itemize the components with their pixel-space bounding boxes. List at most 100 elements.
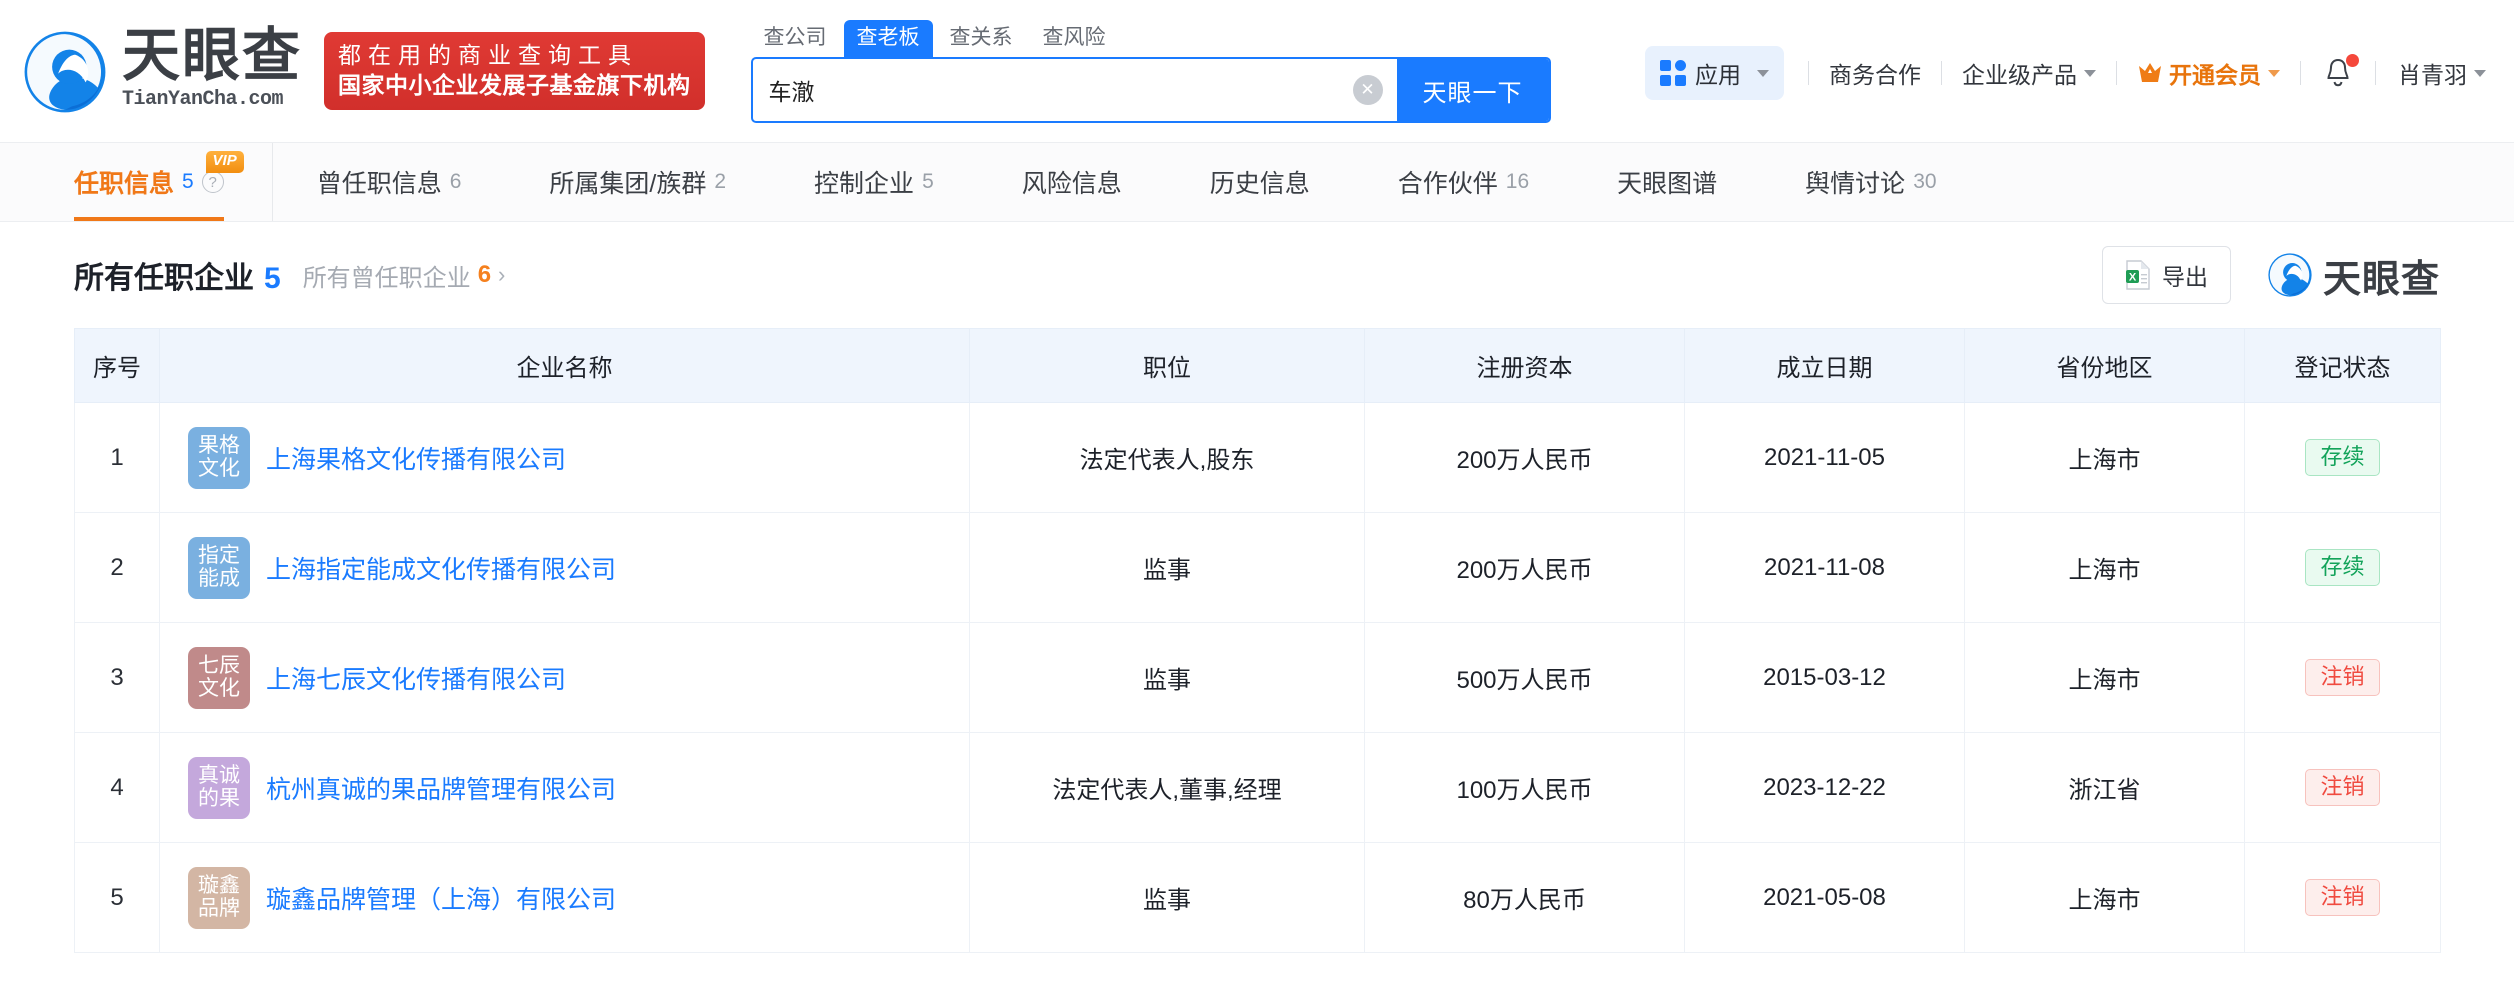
status-badge: 注销 xyxy=(2305,659,2380,696)
slogan-banner: 都在用的商业查询工具 国家中小企业发展子基金旗下机构 xyxy=(324,32,705,110)
apps-button[interactable]: 应用 xyxy=(1645,46,1784,100)
section-header: 所有任职企业 5 所有曾任职企业 6 › X xyxy=(74,222,2440,328)
search-tab-relation[interactable]: 查关系 xyxy=(949,25,1013,49)
cell-registered-capital: 500万人民币 xyxy=(1364,622,1685,733)
logo-text-en: TianYanCha.com xyxy=(122,88,284,111)
section-title-label: 所有任职企业 xyxy=(74,262,254,295)
nav-tab-label: 天眼图谱 xyxy=(1617,170,1718,198)
divider xyxy=(2116,61,2117,85)
cell-index: 3 xyxy=(74,622,160,733)
help-icon[interactable]: ? xyxy=(201,171,224,193)
search-submit-button[interactable]: 天眼一下 xyxy=(1396,59,1549,121)
status-badge: 注销 xyxy=(2305,769,2380,806)
main-content: 所有任职企业 5 所有曾任职企业 6 › X xyxy=(0,222,2514,953)
nav-tab-count: 16 xyxy=(1505,170,1530,193)
watermark-text: 天眼查 xyxy=(2322,258,2440,301)
table-row: 3 七辰 文化 上海七辰文化传播有限公司 监事 500万人民币 2015-03-12 上海市注… xyxy=(74,622,2441,733)
cell-index: 5 xyxy=(74,842,160,953)
cell-company-name: 璇鑫 品牌 璇鑫品牌管理（上海）有限公司 xyxy=(159,842,970,953)
excel-file-icon: X xyxy=(2125,260,2151,290)
cell-position: 监事 xyxy=(969,622,1365,733)
nav-tab-count: 30 xyxy=(1913,170,1937,193)
nav-tab-label: 历史信息 xyxy=(1209,170,1310,198)
nav-tab-current-positions[interactable]: VIP 任职信息 5 ? xyxy=(30,143,273,221)
search-tab-company[interactable]: 查公司 xyxy=(763,25,827,49)
positions-table: 序号 企业名称 职位 注册资本 成立日期 省份地区 登记状态 1 果格 文化 上海果格… xyxy=(74,328,2441,953)
nav-tab-history-info[interactable]: 历史信息 xyxy=(1166,143,1354,221)
apps-label: 应用 xyxy=(1695,62,1741,88)
clear-icon[interactable]: ✕ xyxy=(1352,75,1383,105)
chevron-down-icon xyxy=(2084,69,2096,77)
search-box: ✕ 天眼一下 xyxy=(750,57,1551,123)
nav-tab-label: 所属集团/族群 xyxy=(549,170,707,198)
search-tab-risk[interactable]: 查风险 xyxy=(1042,25,1106,49)
status-badge: 存续 xyxy=(2305,439,2380,476)
nav-tab-former-positions[interactable]: 曾任职信息 6 xyxy=(273,143,506,221)
company-name-link[interactable]: 璇鑫品牌管理（上海）有限公司 xyxy=(266,885,617,914)
cell-establish-date: 2015-03-12 xyxy=(1684,622,1965,733)
enterprise-products-label: 企业级产品 xyxy=(1962,62,2077,88)
cell-registered-capital: 100万人民币 xyxy=(1364,732,1685,843)
cell-company-name: 七辰 文化 上海七辰文化传播有限公司 xyxy=(159,622,970,733)
site-logo[interactable]: 天眼查 TianYanCha.com xyxy=(22,27,302,115)
cell-province: 上海市 xyxy=(1964,842,2245,953)
watermark-logo: 天眼查 xyxy=(2267,248,2440,303)
divider xyxy=(1941,61,1942,85)
cell-company-name: 果格 文化 上海果格文化传播有限公司 xyxy=(159,402,970,513)
nav-tab-group-clan[interactable]: 所属集团/族群 2 xyxy=(505,143,770,221)
table-row: 5 璇鑫 品牌 璇鑫品牌管理（上海）有限公司 监事 80万人民币 2021-05-08 上海市… xyxy=(74,842,2441,953)
nav-tab-count: 2 xyxy=(714,170,727,193)
nav-tab-controlled-enterprises[interactable]: 控制企业 5 xyxy=(770,143,978,221)
cell-company-name: 指定 能成 上海指定能成文化传播有限公司 xyxy=(159,512,970,623)
cell-position: 监事 xyxy=(969,842,1365,953)
nav-tab-count: 6 xyxy=(449,170,462,193)
col-status: 登记状态 xyxy=(2244,328,2441,403)
tianyancha-logo-icon xyxy=(2268,253,2312,297)
nav-tab-label: 风险信息 xyxy=(1021,170,1122,198)
nav-tab-public-opinion[interactable]: 舆情讨论 30 xyxy=(1761,143,1980,221)
svg-text:X: X xyxy=(2129,272,2137,284)
nav-tab-risk-info[interactable]: 风险信息 xyxy=(978,143,1166,221)
slogan-line-2: 国家中小企业发展子基金旗下机构 xyxy=(338,71,691,98)
divider xyxy=(2375,61,2376,85)
company-name-link[interactable]: 上海七辰文化传播有限公司 xyxy=(266,665,567,694)
cell-registered-capital: 200万人民币 xyxy=(1364,402,1685,513)
cell-index: 4 xyxy=(74,732,160,843)
business-cooperation-link[interactable]: 商务合作 xyxy=(1829,62,1921,88)
col-company-name: 企业名称 xyxy=(159,328,970,403)
search-input[interactable] xyxy=(752,59,1353,121)
nav-tab-count: 5 xyxy=(922,170,934,193)
search-tab-boss[interactable]: 查老板 xyxy=(843,19,933,57)
company-logo-avatar: 璇鑫 品牌 xyxy=(188,866,250,929)
col-registered-capital: 注册资本 xyxy=(1364,328,1685,403)
col-establish-date: 成立日期 xyxy=(1684,328,1965,403)
open-membership-button[interactable]: 开通会员 xyxy=(2117,56,2300,90)
slogan-line-1: 都在用的商业查询工具 xyxy=(338,42,639,69)
cell-province: 上海市 xyxy=(1964,402,2245,513)
export-button[interactable]: X 导出 xyxy=(2101,246,2231,304)
header-right-menu: 应用 商务合作 企业级产品 开通会员 肖青羽 xyxy=(1645,42,2486,100)
user-menu[interactable]: 肖青羽 xyxy=(2376,56,2486,90)
section-actions: X 导出 天眼查 xyxy=(2101,246,2440,304)
cell-status: 注销 xyxy=(2244,622,2441,733)
company-logo-avatar: 真诚 的果 xyxy=(188,756,250,819)
nav-tab-graph[interactable]: 天眼图谱 xyxy=(1573,143,1761,221)
enterprise-products-link[interactable]: 企业级产品 xyxy=(1942,56,2116,90)
divider xyxy=(1808,61,1809,85)
status-badge: 注销 xyxy=(2305,879,2380,916)
company-logo-avatar: 七辰 文化 xyxy=(188,646,250,709)
company-name-link[interactable]: 上海果格文化传播有限公司 xyxy=(266,445,567,474)
nav-tab-label: 曾任职信息 xyxy=(316,170,442,198)
app-grid-icon xyxy=(1660,60,1686,86)
profile-nav-tabs: VIP 任职信息 5 ? 曾任职信息 6 所属集团/族群 2 控制企业 5 风险… xyxy=(0,142,2514,222)
notifications-button[interactable] xyxy=(2301,54,2375,89)
nav-tab-label: 控制企业 xyxy=(814,170,915,198)
company-name-link[interactable]: 上海指定能成文化传播有限公司 xyxy=(266,555,617,584)
cell-status: 注销 xyxy=(2244,842,2441,953)
nav-tab-partners[interactable]: 合作伙伴 16 xyxy=(1354,143,1573,221)
chevron-right-icon: › xyxy=(498,262,506,287)
former-positions-link[interactable]: 所有曾任职企业 6 › xyxy=(303,258,506,293)
company-name-link[interactable]: 杭州真诚的果品牌管理有限公司 xyxy=(266,775,617,804)
section-title-count: 5 xyxy=(264,262,281,295)
cell-establish-date: 2021-05-08 xyxy=(1684,842,1965,953)
